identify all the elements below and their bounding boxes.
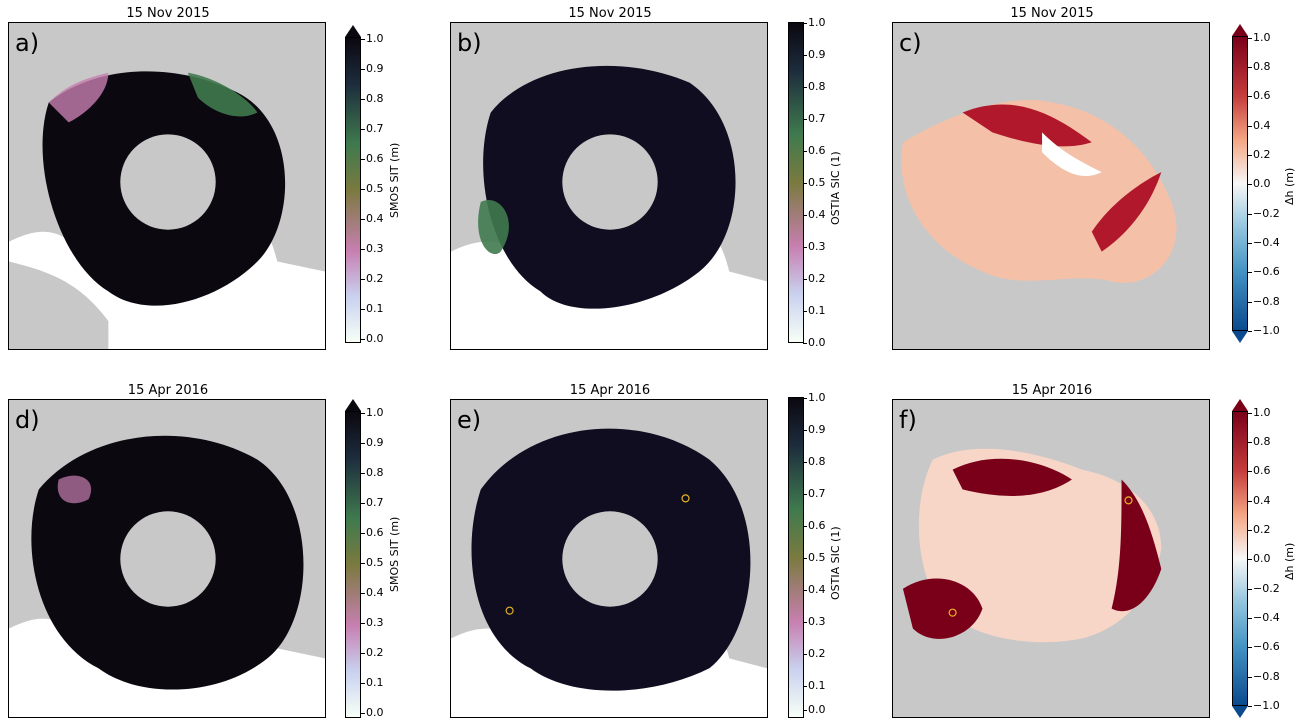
panel-a-label: a) bbox=[15, 29, 40, 57]
panel-d-label: d) bbox=[15, 406, 40, 434]
panel-b-map: b) bbox=[450, 22, 768, 350]
colorbar-a bbox=[345, 37, 361, 343]
panel-f-label: f) bbox=[899, 406, 917, 434]
panel-c-label: c) bbox=[899, 29, 922, 57]
panel-b-label: b) bbox=[457, 29, 482, 57]
colorbar-d-extend-icon bbox=[345, 399, 361, 411]
colorbar-f bbox=[1232, 411, 1248, 706]
colorbar-c-bottom-extend-icon bbox=[1232, 331, 1248, 343]
colorbar-b-label: OSTIA SIC (1) bbox=[829, 151, 842, 225]
panel-e-title: 15 Apr 2016 bbox=[569, 383, 651, 398]
colorbar-a-label: SMOS SIT (m) bbox=[388, 142, 401, 218]
panel-b-title: 15 Nov 2015 bbox=[568, 6, 652, 21]
colorbar-e bbox=[788, 397, 804, 718]
colorbar-c bbox=[1232, 36, 1248, 331]
colorbar-d-label: SMOS SIT (m) bbox=[388, 516, 401, 592]
panel-f-title: 15 Apr 2016 bbox=[1011, 383, 1093, 398]
panel-f-map-graphic bbox=[893, 400, 1209, 717]
panel-b-map-graphic bbox=[451, 23, 767, 349]
panel-e-map-graphic bbox=[451, 400, 767, 717]
panel-d-map-graphic bbox=[9, 400, 325, 717]
panel-d-title: 15 Apr 2016 bbox=[127, 383, 209, 398]
colorbar-e-label: OSTIA SIC (1) bbox=[829, 526, 842, 600]
colorbar-f-label: Δh (m) bbox=[1283, 542, 1296, 580]
panel-c-map-graphic bbox=[893, 23, 1209, 349]
panel-c-title: 15 Nov 2015 bbox=[1010, 6, 1094, 21]
colorbar-f-bottom-extend-icon bbox=[1232, 706, 1248, 718]
panel-d-map: d) bbox=[8, 399, 326, 718]
panel-e-label: e) bbox=[457, 406, 482, 434]
colorbar-d bbox=[345, 411, 361, 718]
panel-e-map: e) bbox=[450, 399, 768, 718]
panel-c-map: c) bbox=[892, 22, 1210, 350]
panel-f-map: f) bbox=[892, 399, 1210, 718]
colorbar-c-top-extend-icon bbox=[1232, 24, 1248, 36]
panel-a-map: a) bbox=[8, 22, 326, 350]
colorbar-a-extend-icon bbox=[345, 25, 361, 37]
colorbar-c-label: Δh (m) bbox=[1283, 167, 1296, 205]
colorbar-b bbox=[788, 22, 804, 343]
panel-a-map-graphic bbox=[9, 23, 325, 349]
colorbar-f-top-extend-icon bbox=[1232, 399, 1248, 411]
panel-a-title: 15 Nov 2015 bbox=[126, 6, 210, 21]
